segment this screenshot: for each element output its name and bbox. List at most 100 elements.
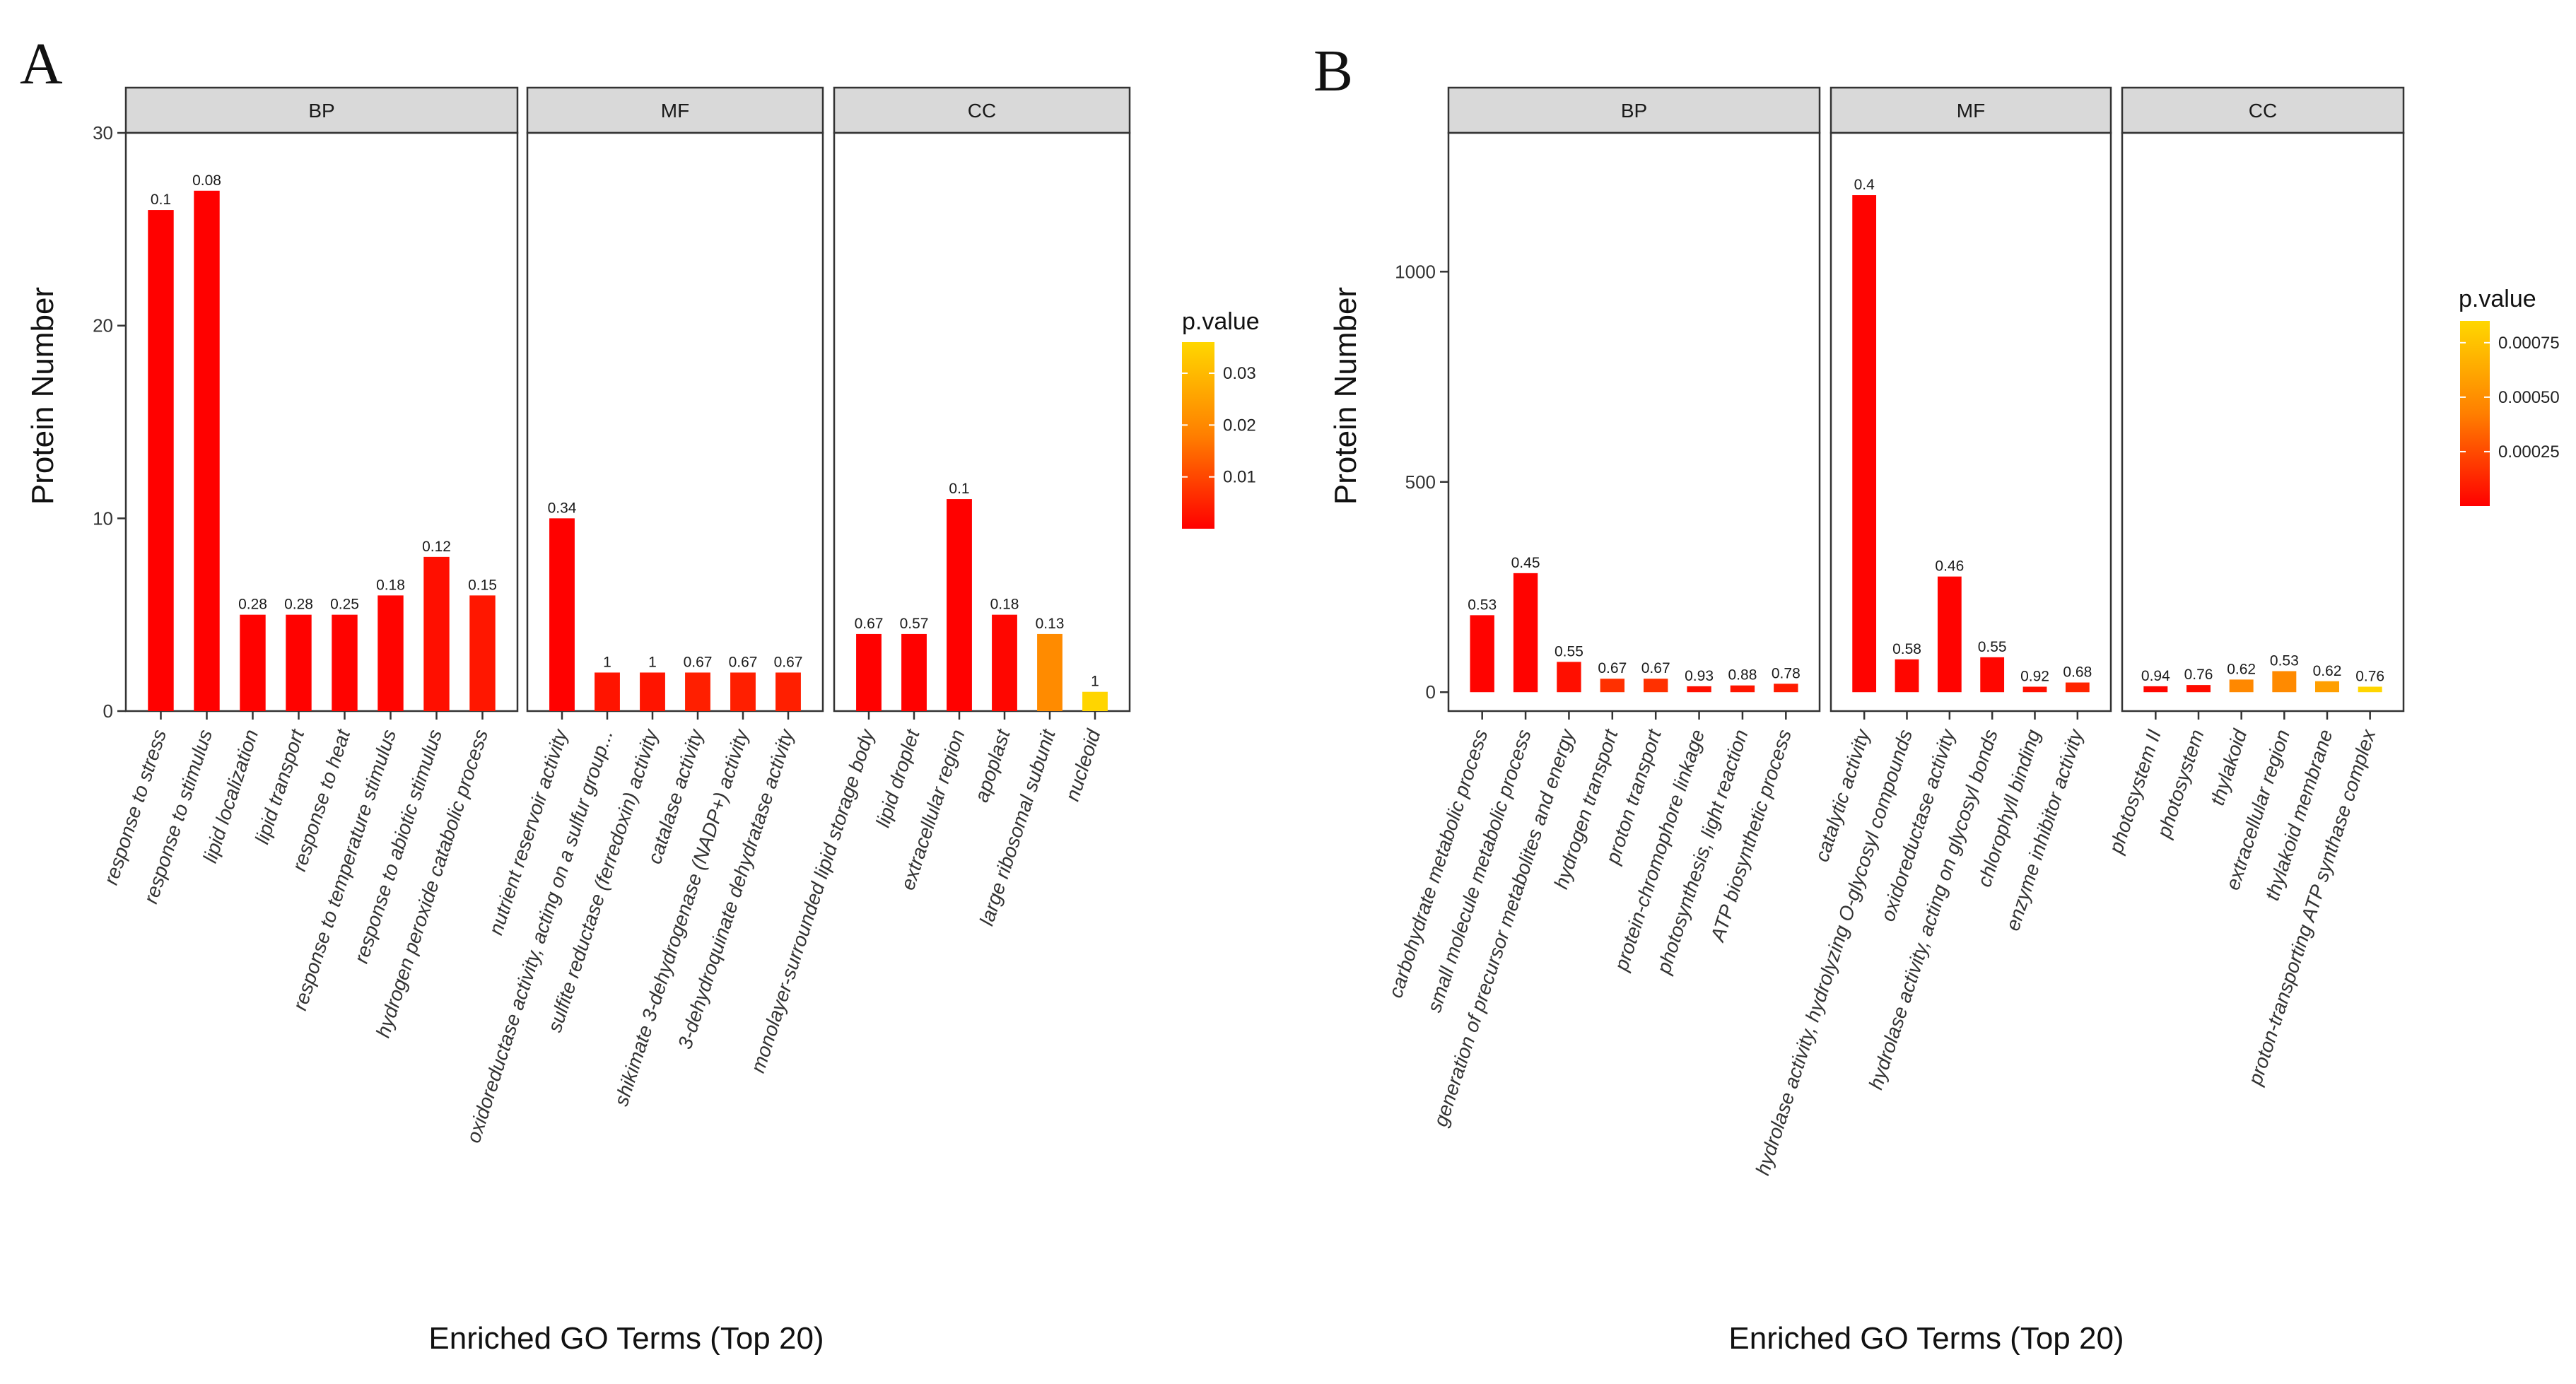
y-tick-label: 20 xyxy=(93,315,113,336)
y-tick-label: 0 xyxy=(1426,681,1436,703)
bar-value-label: 0.88 xyxy=(1728,667,1757,684)
y-axis-title-a: Protein Number xyxy=(25,287,60,505)
bar-value-label: 0.34 xyxy=(548,500,577,516)
facet-strip xyxy=(833,86,1131,134)
legend-title-a: p.value xyxy=(1182,308,1260,335)
bar-value-label: 0.25 xyxy=(330,597,359,613)
bar-value-label: 0.12 xyxy=(422,539,451,555)
facet-strip xyxy=(1829,86,2112,134)
bar xyxy=(1774,684,1798,693)
bar-value-label: 0.76 xyxy=(2355,668,2384,684)
bar xyxy=(2315,681,2339,693)
legend-a: p.value 0.01 0.02 0.03 xyxy=(1182,308,1260,529)
legend-title-b: p.value xyxy=(2459,286,2536,312)
y-tick-label: 500 xyxy=(1405,471,1436,493)
bar-value-label: 0.28 xyxy=(284,597,313,613)
bar-value-label: 0.68 xyxy=(2063,664,2092,681)
bar xyxy=(1852,195,1877,693)
bar-value-label: 0.4 xyxy=(1854,177,1875,193)
bar xyxy=(240,614,266,711)
legend-tick-label: 0.00050 xyxy=(2498,388,2560,407)
bar xyxy=(730,672,756,711)
legend-colorbar-a xyxy=(1182,342,1214,529)
bar-value-label: 0.78 xyxy=(1772,665,1801,681)
legend-tick-label: 0.02 xyxy=(1223,416,1256,435)
y-tick-label: 1000 xyxy=(1395,261,1436,282)
bar xyxy=(469,595,496,711)
bar xyxy=(377,595,404,711)
bar-value-label: 0.1 xyxy=(949,481,969,497)
bar xyxy=(947,499,972,711)
bar-value-label: 0.15 xyxy=(468,577,497,593)
facet-panel-frame xyxy=(1447,131,1821,712)
bar xyxy=(595,672,620,711)
bar-value-label: 0.28 xyxy=(238,597,267,613)
bar-value-label: 0.57 xyxy=(900,616,929,632)
bar xyxy=(640,672,665,711)
bar xyxy=(901,633,927,711)
bar xyxy=(148,210,174,712)
x-category-label: ATP biosynthetic process xyxy=(1706,727,1796,945)
bar xyxy=(423,556,450,711)
x-category-label: photosystem II xyxy=(2104,727,2165,857)
bar xyxy=(1980,657,2005,693)
y-axis-b: 0 500 1000 xyxy=(1395,261,1448,703)
bar xyxy=(1513,573,1538,693)
bar-value-label: 0.67 xyxy=(774,654,803,670)
y-tick-label: 0 xyxy=(103,700,113,722)
legend-tick-label: 0.00025 xyxy=(2498,442,2560,462)
facet-strip-label: MF xyxy=(1957,100,1985,122)
facet-strip-label: MF xyxy=(661,100,689,122)
facet-strip-label: BP xyxy=(1621,100,1647,122)
bar xyxy=(1644,679,1668,693)
bar xyxy=(286,614,312,711)
bar-value-label: 0.67 xyxy=(729,654,758,670)
bar-value-label: 0.76 xyxy=(2184,667,2213,683)
bar xyxy=(856,633,882,711)
bar xyxy=(194,190,220,711)
bar-value-label: 0.67 xyxy=(855,616,884,632)
bar xyxy=(1557,662,1581,693)
x-category-label: apoplast xyxy=(971,726,1015,804)
y-tick-label: 30 xyxy=(93,122,113,143)
bar xyxy=(2065,682,2090,693)
bar xyxy=(685,672,710,711)
bar-value-label: 1 xyxy=(1091,674,1099,690)
bar-value-label: 0.62 xyxy=(2313,663,2342,679)
facet-panel-frame xyxy=(2121,131,2405,712)
facet-strip-label: BP xyxy=(308,100,334,122)
bar-value-label: 0.67 xyxy=(684,654,713,670)
bar-value-label: 0.08 xyxy=(192,172,221,189)
legend-tick-label: 0.00075 xyxy=(2498,334,2560,353)
bar xyxy=(1730,685,1755,693)
facet-panel-frame xyxy=(124,131,519,712)
bar xyxy=(1937,576,1962,693)
y-tick-label: 10 xyxy=(93,508,113,529)
x-category-label: thylakoid xyxy=(2206,726,2252,808)
bar xyxy=(1687,686,1711,693)
bar-value-label: 0.67 xyxy=(1641,660,1670,676)
bar xyxy=(2272,671,2297,693)
facet-panel-frame xyxy=(1829,131,2112,712)
bar xyxy=(549,518,575,711)
x-axis-title-a: Enriched GO Terms (Top 20) xyxy=(428,1321,824,1356)
facet-panel-frame xyxy=(833,131,1131,712)
bar xyxy=(1470,615,1494,693)
legend-tick-label: 0.01 xyxy=(1223,468,1256,487)
bar xyxy=(2358,686,2382,693)
bar xyxy=(332,614,358,711)
panel-label-b: B xyxy=(1313,38,1353,104)
bar-value-label: 0.55 xyxy=(1555,643,1583,659)
bar xyxy=(992,614,1017,711)
bar-value-label: 1 xyxy=(603,654,611,670)
facet-panel-frame xyxy=(526,131,824,712)
bar xyxy=(2143,686,2168,693)
bar xyxy=(1895,659,1919,693)
